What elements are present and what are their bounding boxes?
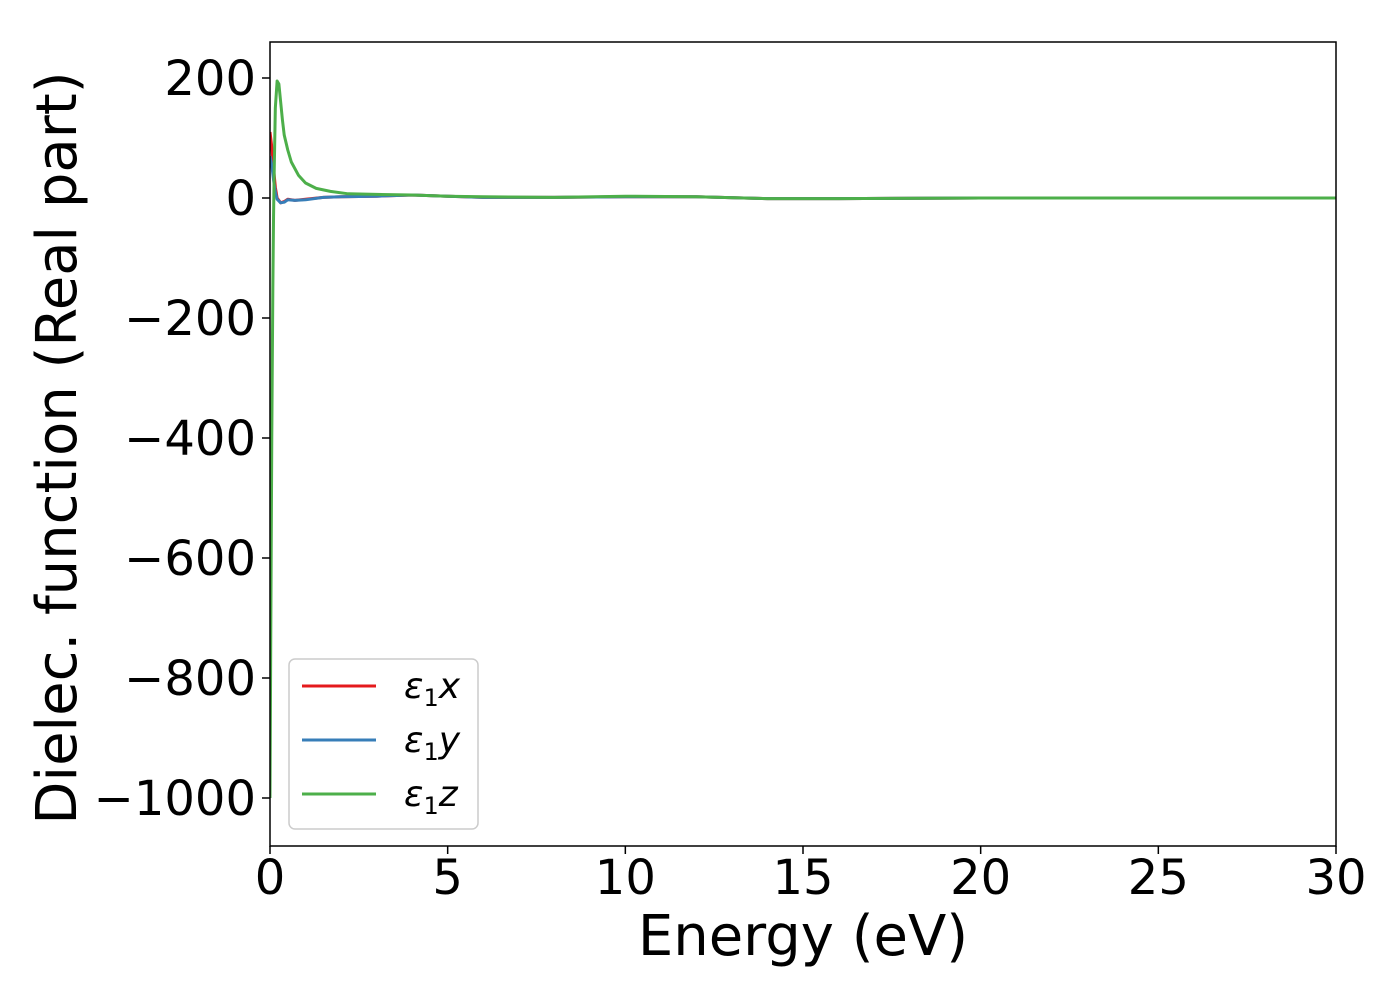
x-tick-label: 30 [1305, 850, 1366, 906]
legend-box [288, 658, 479, 830]
legend: ε1x ε1y ε1z [288, 658, 479, 830]
legend-label: ε1z [404, 774, 459, 820]
x-tick-label: 5 [432, 850, 463, 906]
y-axis-title: Dielec. function (Real part) [25, 71, 90, 824]
ticks-layer: 0 5 10 15 20 25 30 200 0 −200 −400 −600 −800 −1000 [94, 51, 1367, 906]
y-tick-label: 200 [164, 51, 256, 107]
y-tick-label: −800 [124, 651, 256, 707]
legend-label: ε1y [404, 720, 461, 766]
y-tick-label: −400 [124, 411, 256, 467]
legend-label: ε1x [404, 666, 461, 712]
y-tick-label: −200 [124, 291, 256, 347]
x-tick-label: 10 [595, 850, 656, 906]
y-tick-label: 0 [225, 171, 256, 227]
y-tick-label: −1000 [94, 771, 256, 827]
x-tick-label: 25 [1128, 850, 1189, 906]
x-axis-title: Energy (eV) [638, 904, 968, 969]
x-tick-label: 15 [772, 850, 833, 906]
y-tick-label: −600 [124, 531, 256, 587]
x-tick-label: 0 [255, 850, 286, 906]
series-line-3 [270, 79, 1336, 799]
series-layer [270, 79, 1336, 799]
x-tick-label: 20 [950, 850, 1011, 906]
